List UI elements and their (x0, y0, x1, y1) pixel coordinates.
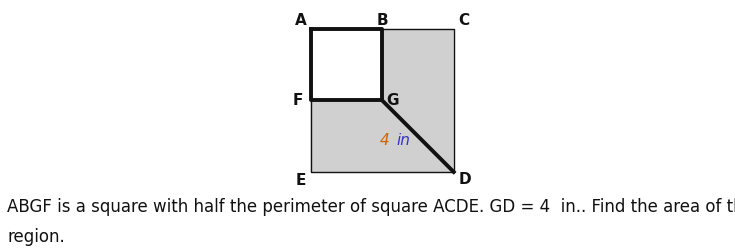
Text: G: G (386, 93, 398, 108)
Polygon shape (311, 100, 453, 172)
Text: region.: region. (7, 227, 65, 246)
Text: B: B (376, 13, 388, 28)
Text: in: in (397, 133, 411, 148)
Text: C: C (458, 13, 470, 28)
Polygon shape (382, 29, 453, 172)
Polygon shape (311, 29, 382, 100)
Text: 4: 4 (380, 133, 390, 148)
Text: ABGF is a square with half the perimeter of square ACDE. GD = 4  in.. Find the a: ABGF is a square with half the perimeter… (7, 198, 735, 216)
Text: A: A (295, 13, 306, 28)
Text: E: E (295, 173, 306, 188)
Text: D: D (459, 172, 471, 187)
Text: F: F (293, 93, 303, 108)
